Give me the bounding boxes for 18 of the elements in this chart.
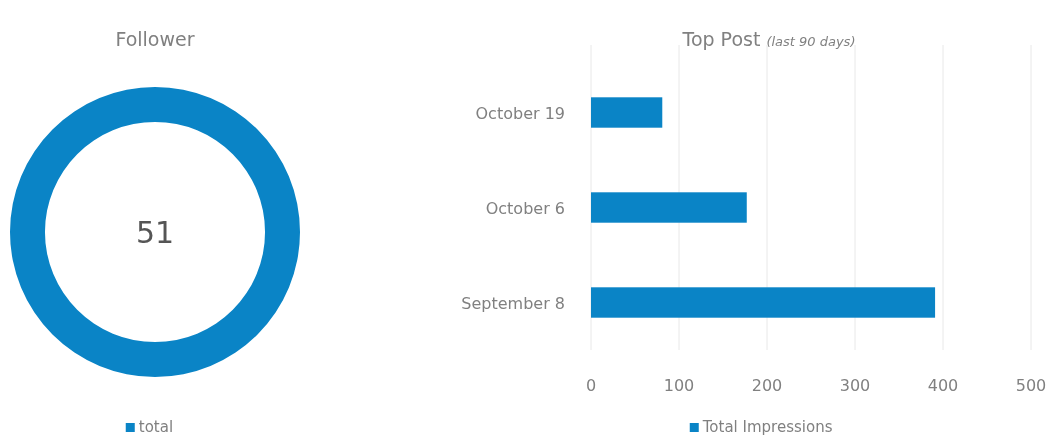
x-tick-label: 400 (927, 376, 959, 395)
y-tick-label: October 19 (475, 103, 565, 123)
x-tick-label: 300 (839, 376, 871, 395)
bar (591, 287, 936, 318)
x-tick-label: 200 (751, 376, 783, 395)
x-tick-label: 100 (663, 376, 695, 395)
data-label: 51 (135, 215, 175, 250)
x-tick-label: 500 (1015, 376, 1047, 395)
y-tick-label: September 8 (461, 293, 565, 313)
chart-subtitle: (last 90 days) (766, 34, 856, 49)
legend-label: Total Impressions (701, 418, 833, 436)
chart-title: Top Post (681, 28, 761, 50)
y-tick-label: October 6 (485, 198, 565, 218)
bar (591, 97, 663, 128)
bar (591, 192, 747, 223)
x-tick-label: 0 (585, 376, 597, 395)
legend-label: total (138, 418, 174, 436)
chart-title: Follower (115, 28, 195, 50)
